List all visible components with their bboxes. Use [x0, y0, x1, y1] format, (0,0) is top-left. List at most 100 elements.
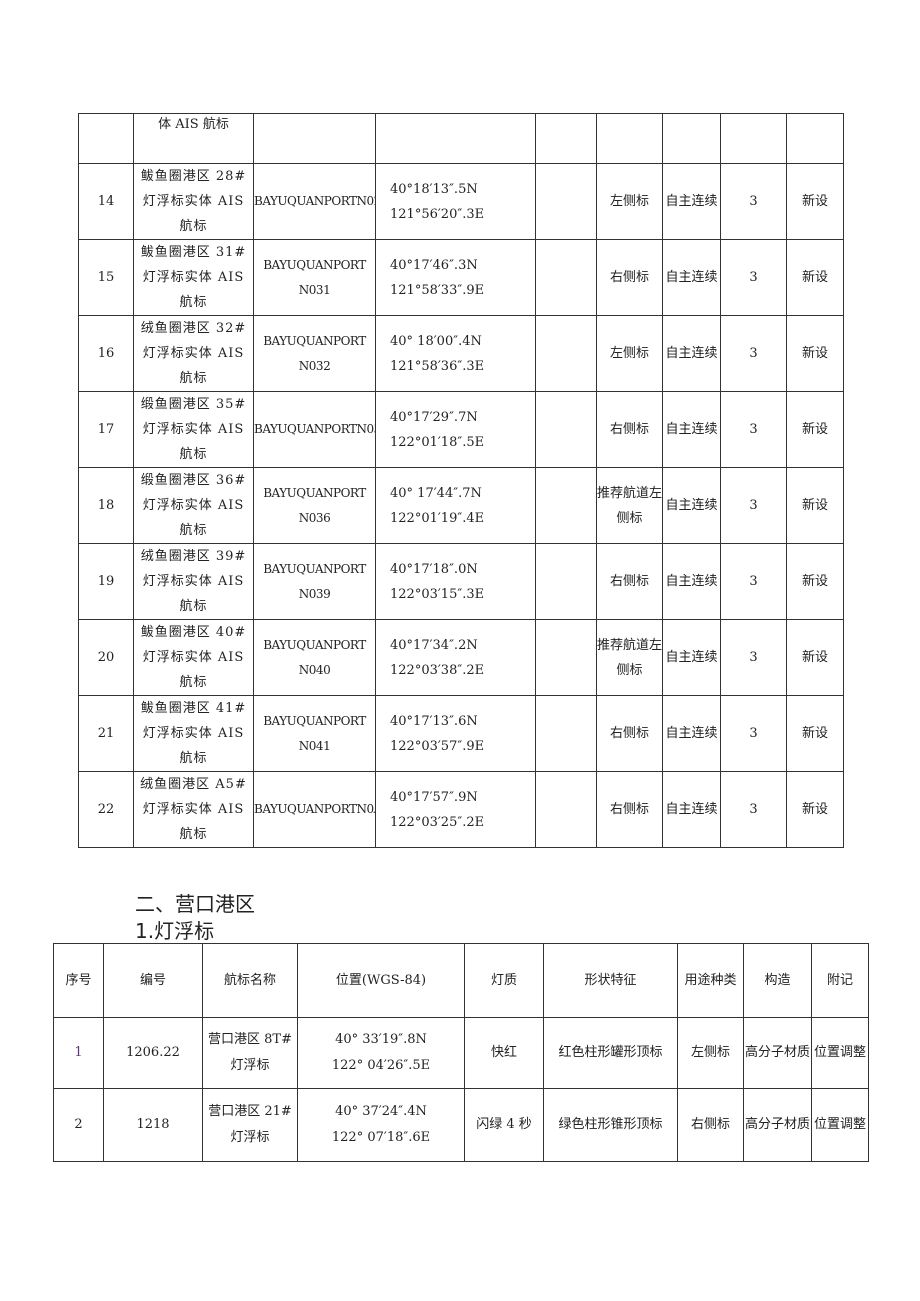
cell-number: 14 — [78, 163, 134, 240]
cell-position: 40° 18′00″.4N 121°58′36″.3E — [375, 315, 536, 392]
cell-empty — [535, 619, 597, 696]
cell-mode: 自主连续 — [662, 315, 721, 392]
cell-shape: 绿色柱形锥形顶标 — [543, 1088, 678, 1162]
cell-type: 右侧标 — [596, 239, 663, 316]
cell-note: 新设 — [786, 163, 844, 240]
table-row: 21 鲅鱼圈港区 41#灯浮标实体 AIS 航标 BAYUQUANPORT N041… — [78, 695, 844, 772]
cell-note: 新设 — [786, 391, 844, 468]
cell-number: 19 — [78, 543, 134, 620]
position-lat: 40° 33′19″.8N — [335, 1032, 427, 1047]
position-lat: 40°17′18″.0N — [390, 561, 478, 577]
cell-note: 新设 — [786, 543, 844, 620]
cell-note: 新设 — [786, 239, 844, 316]
column-header: 序号 — [53, 943, 104, 1018]
cell-position: 40° 17′44″.7N 122°01′19″.4E — [375, 467, 536, 544]
column-header: 航标名称 — [202, 943, 298, 1018]
position-lon: 122°03′25″.2E — [390, 814, 485, 830]
position-lat: 40°18′13″.5N — [390, 181, 478, 197]
cell-type: 右侧标 — [596, 771, 663, 848]
cell-number: 1 — [53, 1017, 104, 1089]
table-row: 20 鲅鱼圈港区 40#灯浮标实体 AIS 航标 BAYUQUANPORT N040… — [78, 619, 844, 696]
cell-shape: 红色柱形罐形顶标 — [543, 1017, 678, 1089]
cell-position: 40°17′57″.9N 122°03′25″.2E — [375, 771, 536, 848]
table-row: 16 绒鱼圈港区 32#灯浮标实体 AIS 航标 BAYUQUANPORT N032… — [78, 315, 844, 392]
position-lat: 40°17′46″.3N — [390, 257, 478, 273]
cell-count: 3 — [720, 619, 787, 696]
cell-number: 22 — [78, 771, 134, 848]
position-lon: 122° 04′26″.5E — [331, 1058, 431, 1073]
cell-type: 推荐航道左侧标 — [596, 467, 663, 544]
cell-construction: 高分子材质 — [743, 1017, 812, 1089]
position-lon: 122°01′19″.4E — [390, 510, 485, 526]
cell-type: 右侧标 — [596, 695, 663, 772]
cell-mode: 自主连续 — [662, 163, 721, 240]
cell-number: 2 — [53, 1088, 104, 1162]
header-row: 序号 编号 航标名称 位置(WGS-84) 灯质 形状特征 用途种类 构造 附记 — [53, 943, 869, 1018]
cell-note: 新设 — [786, 467, 844, 544]
cell-count: 3 — [720, 771, 787, 848]
table-row: 1 1206.22 营口港区 8T#灯浮标 40° 33′19″.8N 122° 04′… — [53, 1017, 869, 1089]
cell-code: BAYUQUANPORT N032 — [253, 315, 376, 392]
cell-empty — [535, 467, 597, 544]
cell-code: BAYUQUANPORT N041 — [253, 695, 376, 772]
position-lon: 122° 07′18″.6E — [331, 1130, 431, 1145]
position-lat: 40°17′29″.7N — [390, 409, 478, 425]
column-header: 用途种类 — [677, 943, 744, 1018]
cell-note: 新设 — [786, 695, 844, 772]
column-header: 位置(WGS-84) — [297, 943, 465, 1018]
cell — [253, 113, 376, 164]
cell-count: 3 — [720, 695, 787, 772]
cell-code: BAYUQUANPORT N031 — [253, 239, 376, 316]
cell-number: 18 — [78, 467, 134, 544]
cell — [786, 113, 844, 164]
cell-name: 体 AIS 航标 — [133, 113, 254, 164]
cell-position: 40°17′46″.3N 121°58′33″.9E — [375, 239, 536, 316]
cell-mode: 自主连续 — [662, 619, 721, 696]
cell-code: 1218 — [103, 1088, 203, 1162]
cell-code: BAYUQUANPORTN028 — [253, 163, 376, 240]
cell-position: 40°17′34″.2N 122°03′38″.2E — [375, 619, 536, 696]
cell-note: 新设 — [786, 315, 844, 392]
cell-note: 新设 — [786, 619, 844, 696]
table-row: 14 鲅鱼圈港区 28#灯浮标实体 AIS 航标 BAYUQUANPORTN028 4… — [78, 163, 844, 240]
cell-code: BAYUQUANPORTN0A5 — [253, 771, 376, 848]
cell-position: 40°17′18″.0N 122°03′15″.3E — [375, 543, 536, 620]
cell-construction: 高分子材质 — [743, 1088, 812, 1162]
cell-mode: 自主连续 — [662, 467, 721, 544]
cell-type: 推荐航道左侧标 — [596, 619, 663, 696]
cell-mode: 自主连续 — [662, 239, 721, 316]
cell-mode: 自主连续 — [662, 543, 721, 620]
cell-number: 21 — [78, 695, 134, 772]
light-buoy-table: 序号 编号 航标名称 位置(WGS-84) 灯质 形状特征 用途种类 构造 附记 1 1206.2… — [53, 943, 869, 1162]
cell — [596, 113, 663, 164]
cell-count: 3 — [720, 391, 787, 468]
cell — [375, 113, 536, 164]
cell-code: BAYUQUANPORTN035 — [253, 391, 376, 468]
cell-position: 40°17′29″.7N 122°01′18″.5E — [375, 391, 536, 468]
cell-number: 16 — [78, 315, 134, 392]
column-header: 灯质 — [464, 943, 544, 1018]
table-row: 15 鲅鱼圈港区 31#灯浮标实体 AIS 航标 BAYUQUANPORT N031… — [78, 239, 844, 316]
ais-beacon-table: 体 AIS 航标 14 鲅鱼圈港区 28#灯浮标实体 AIS 航标 BAYUQUAN… — [78, 113, 844, 848]
cell-empty — [535, 391, 597, 468]
position-lon: 122°01′18″.5E — [390, 434, 485, 450]
cell-name: 营口港区 8T#灯浮标 — [202, 1017, 298, 1089]
cell-name: 缎鱼圈港区 36#灯浮标实体 AIS 航标 — [133, 467, 254, 544]
cell-use: 右侧标 — [677, 1088, 744, 1162]
cell-position: 40°17′13″.6N 122°03′57″.9E — [375, 695, 536, 772]
cell-empty — [535, 771, 597, 848]
cell-name: 营口港区 21#灯浮标 — [202, 1088, 298, 1162]
cell-code: BAYUQUANPORT N036 — [253, 467, 376, 544]
table-row: 18 缎鱼圈港区 36#灯浮标实体 AIS 航标 BAYUQUANPORT N036… — [78, 467, 844, 544]
cell-empty — [535, 315, 597, 392]
cell-count: 3 — [720, 239, 787, 316]
table-row: 19 绒鱼圈港区 39#灯浮标实体 AIS 航标 BAYUQUANPORT N039… — [78, 543, 844, 620]
column-header: 编号 — [103, 943, 203, 1018]
cell-position: 40° 33′19″.8N 122° 04′26″.5E — [297, 1017, 465, 1089]
cell-type: 右侧标 — [596, 543, 663, 620]
position-lon: 122°03′57″.9E — [390, 738, 485, 754]
cell-number: 17 — [78, 391, 134, 468]
cell-name: 鲅鱼圈港区 31#灯浮标实体 AIS 航标 — [133, 239, 254, 316]
cell-mode: 自主连续 — [662, 391, 721, 468]
cell-name: 缎鱼圈港区 35#灯浮标实体 AIS 航标 — [133, 391, 254, 468]
